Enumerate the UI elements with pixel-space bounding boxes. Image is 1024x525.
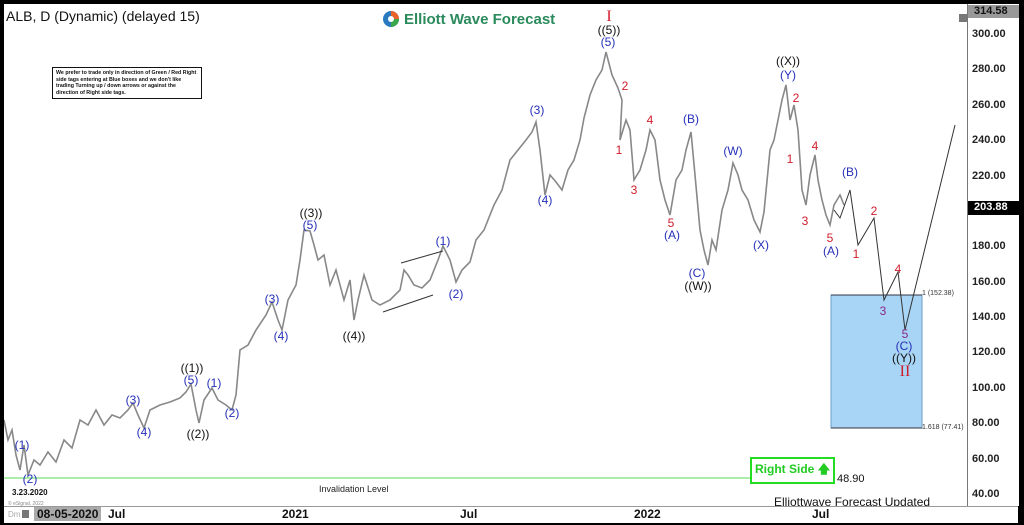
wave-label: 1 [852,247,860,261]
price-tick: 180.00 [972,240,1006,253]
wave-label: (2) [448,287,464,301]
price-tick: 40.00 [972,487,1000,500]
fib-level-top: 1 (152.38) [922,290,954,297]
wave-label: ((Y)) [892,351,916,365]
wave-label: 5 [826,231,834,245]
price-series [4,51,845,479]
updated-text: Elliottwave Forecast Updated 7.18.2022 [774,495,931,506]
wave-label: ((W)) [684,279,712,293]
copyright-text: © eSignal, 2022 [8,501,44,506]
wave-label: (5) [600,35,616,49]
price-tick: 240.00 [972,134,1006,147]
blue-box-zone [830,294,923,429]
time-label-2021: 2021 [282,507,309,521]
wave-label: 4 [646,113,654,127]
wave-label: (1) [435,234,451,248]
wave-label: (X) [753,238,769,252]
wave-label: (2) [224,406,240,420]
wave-label: II [899,363,911,380]
wave-label: I [606,8,612,25]
right-side-label: Right Side [755,462,815,476]
price-tick: 160.00 [972,275,1006,288]
fib-level-bottom: 1.618 (77.41) [922,424,964,431]
invalidation-label: Invalidation Level [319,484,389,494]
wave-label: (5) [183,373,199,387]
wave-label: 3 [879,304,887,318]
wave-label: 1 [615,143,623,157]
right-side-tag: Right Side 🡅 [750,457,836,484]
wave-label: (B) [683,112,699,126]
time-label-jul-2021: Jul [460,507,478,521]
wave-label: 5 [901,327,909,341]
current-price-label: 203.88 [968,201,1019,215]
wave-label: ((X)) [776,54,800,68]
wave-label: (4) [537,193,553,207]
price-tick: 140.00 [972,311,1006,324]
wave-label: (A) [664,228,680,242]
elliott-wave-logo: Elliott Wave Forecast [382,10,555,28]
projection-path [833,124,956,331]
wave-label: (5) [302,218,318,232]
wave-label: ((4)) [342,329,366,343]
start-date-label: 3.23.2020 [12,488,48,497]
wave-label: (B) [842,165,858,179]
chart-settings-icon[interactable] [959,14,967,22]
wave-label: (W) [723,144,743,158]
wave-label: 2 [792,91,800,105]
wave-label: (Y) [780,68,796,82]
wave-label: (3) [125,393,141,407]
price-axis[interactable]: 314.58 300.00280.00260.00240.00220.00200… [967,4,1019,506]
wave-label: ((2)) [186,427,210,441]
wave-label: 2 [621,79,629,93]
wave-label: ((5)) [597,23,621,37]
price-tick: 60.00 [972,452,1000,465]
wave-label: (1) [14,438,30,452]
time-axis[interactable]: Dm 08-05-2020 Jul 2021 Jul 2022 Jul [4,506,1018,523]
price-tick: 100.00 [972,381,1006,394]
wave-label: (C) [895,339,913,353]
wave-label: 4 [811,139,819,153]
chart-plot-area[interactable]: ALB, D (Dynamic) (delayed 15) Elliott Wa… [4,4,967,506]
wave-label: 3 [630,183,638,197]
interval-label[interactable]: Dm [8,510,21,519]
wave-label: ((1)) [180,361,204,375]
wave-label: 4 [894,262,902,276]
wave-label: (3) [264,292,280,306]
wave-label: (C) [688,266,706,280]
logo-swirl-icon [383,11,399,27]
selected-date[interactable]: 08-05-2020 [34,507,102,521]
wave-label: ((3)) [299,206,323,220]
logo-text: Elliott Wave Forecast [404,10,556,28]
time-label-jul-2020: Jul [108,507,126,521]
wave-label: 3 [801,214,809,228]
up-arrow-icon: 🡅 [817,462,831,476]
price-tick: 80.00 [972,417,1000,430]
wave-label: 2 [870,204,878,218]
wave-label: 5 [667,216,675,230]
wave-label: (1) [206,376,222,390]
price-tick: 120.00 [972,346,1006,359]
wave-label: (4) [273,329,289,343]
time-label-2022: 2022 [634,507,661,521]
time-label-jul-2022: Jul [812,507,830,521]
wave-label: (4) [136,425,152,439]
price-tick: 280.00 [972,63,1006,76]
trading-note-box: We prefer to trade only in direction of … [52,67,202,100]
price-tick: 220.00 [972,169,1006,182]
wave-label: (2) [22,472,38,486]
chart-title: ALB, D (Dynamic) (delayed 15) [6,8,200,24]
high-price-label: 314.58 [968,5,1019,18]
calendar-icon[interactable] [22,510,29,518]
wave-label: (3) [529,103,545,117]
wave-label: (A) [823,244,839,258]
price-tick: 300.00 [972,28,1006,40]
price-chart-svg [4,51,956,479]
wave-label: 1 [786,152,794,166]
invalidation-value: 48.90 [837,473,865,485]
price-tick: 260.00 [972,98,1006,111]
